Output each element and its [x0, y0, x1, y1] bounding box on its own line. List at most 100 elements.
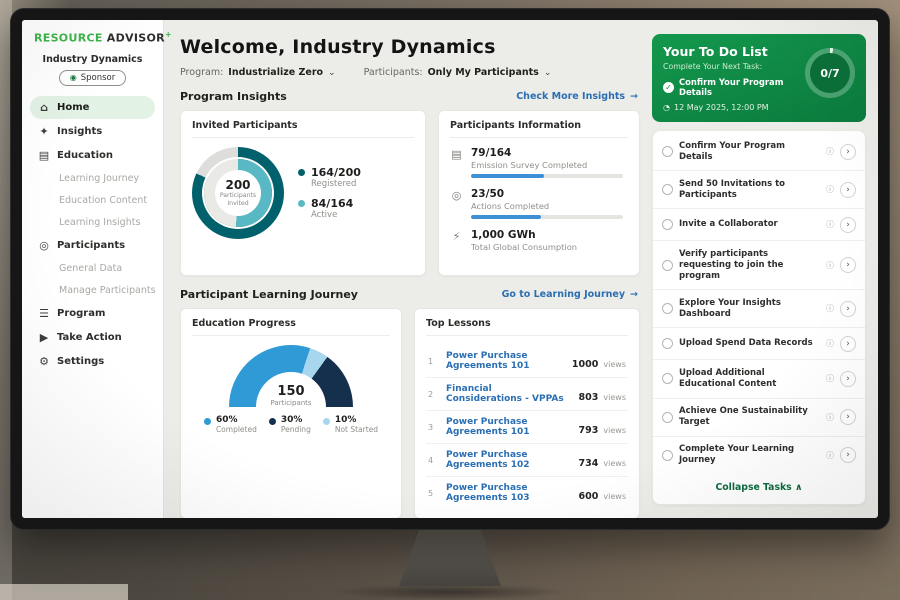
lesson-rank: 5: [428, 488, 434, 498]
dashboard-screen: RESOURCE ADVISOR+ Industry Dynamics ◉ Sp…: [22, 20, 878, 518]
chevron-right-icon[interactable]: ›: [840, 181, 856, 198]
task-row[interactable]: Achieve One Sustainability Target ⓘ ›: [653, 399, 865, 437]
lesson-link[interactable]: Financial Considerations - VPPAs: [446, 384, 564, 404]
task-checkbox[interactable]: [662, 146, 673, 158]
chevron-right-icon[interactable]: ›: [840, 447, 856, 464]
chevron-right-icon[interactable]: ›: [840, 300, 856, 317]
info-icon[interactable]: ⓘ: [826, 220, 834, 230]
info-icon[interactable]: ⓘ: [826, 450, 834, 460]
info-icon[interactable]: ⓘ: [826, 185, 834, 195]
lesson-views: 1000 views: [571, 358, 626, 370]
sponsor-badge[interactable]: ◉ Sponsor: [58, 69, 127, 86]
task-checkbox[interactable]: [662, 338, 673, 350]
program-filter[interactable]: Program: Industrialize Zero ⌄: [180, 67, 336, 78]
sidebar-item-take-action[interactable]: ▶ Take Action: [39, 330, 122, 344]
actions-icon: ◎: [451, 189, 462, 202]
sidebar-item-settings[interactable]: ⚙ Settings: [39, 354, 105, 368]
lesson-row: 3 Power Purchase Agreements 101 793 view…: [426, 411, 628, 444]
todo-subtitle: Complete Your Next Task:: [663, 62, 763, 71]
lesson-views: 793 views: [578, 424, 626, 436]
sidebar-item-learning-insights[interactable]: Learning Insights: [59, 216, 141, 228]
registered-dot-icon: [298, 169, 305, 176]
gauge-legend: 60% Completed 30% Pending: [192, 415, 390, 434]
chevron-right-icon[interactable]: ›: [840, 257, 856, 274]
sidebar-item-manage-participants[interactable]: Manage Participants: [59, 284, 156, 296]
org-name: Industry Dynamics: [42, 53, 143, 65]
logo-plus: +: [164, 30, 172, 39]
chevron-right-icon[interactable]: ›: [840, 370, 856, 387]
lesson-row: 1 Power Purchase Agreements 101 1000 vie…: [426, 345, 628, 378]
lesson-link[interactable]: Power Purchase Agreements 103: [446, 483, 530, 503]
task-row[interactable]: Confirm Your Program Details ⓘ ›: [653, 133, 865, 172]
monitor-bezel: RESOURCE ADVISOR+ Industry Dynamics ◉ Sp…: [10, 8, 890, 530]
lesson-link[interactable]: Power Purchase Agreements 101: [446, 417, 530, 437]
chevron-down-icon: ⌄: [543, 67, 552, 78]
task-row[interactable]: Explore Your Insights Dashboard ⓘ ›: [653, 290, 865, 329]
legend-completed: 60% Completed: [203, 415, 257, 434]
chevron-right-icon[interactable]: ›: [840, 409, 856, 426]
education-progress-gauge: 150 Participants: [229, 345, 353, 407]
program-icon: ☰: [39, 306, 49, 320]
task-checkbox[interactable]: [662, 449, 673, 461]
task-row[interactable]: Complete Your Learning Journey ⓘ ›: [653, 437, 865, 474]
sidebar-item-learning-journey[interactable]: Learning Journey: [59, 172, 140, 184]
stand-shadow: [330, 584, 570, 600]
lesson-rank: 4: [428, 455, 434, 465]
task-checkbox[interactable]: [662, 373, 673, 385]
window-light-strip: [0, 0, 12, 600]
sidebar-item-general-data[interactable]: General Data: [59, 262, 123, 274]
task-row[interactable]: Upload Spend Data Records ⓘ ›: [653, 328, 865, 361]
task-checkbox[interactable]: [662, 259, 673, 271]
go-to-learning-journey-link[interactable]: Go to Learning Journey →: [501, 289, 638, 300]
sponsor-icon: ◉: [69, 73, 77, 83]
task-row[interactable]: Verify participants requesting to join t…: [653, 241, 865, 291]
active-dot-icon: [298, 200, 305, 207]
lesson-link[interactable]: Power Purchase Agreements 101: [446, 351, 530, 371]
completed-dot-icon: [203, 418, 211, 425]
task-row[interactable]: Send 50 Invitations to Participants ⓘ ›: [653, 171, 865, 210]
lesson-views: 600 views: [578, 490, 626, 502]
check-icon: ✓: [663, 81, 674, 93]
sidebar-item-education-content[interactable]: Education Content: [59, 194, 148, 206]
task-row[interactable]: Invite a Collaborator ⓘ ›: [653, 209, 865, 242]
insights-icon: ✦: [39, 124, 49, 138]
task-checkbox[interactable]: [662, 184, 673, 196]
task-checkbox[interactable]: [662, 219, 673, 231]
lesson-rank: 2: [428, 389, 434, 399]
todo-progress-ring: 0/7: [805, 48, 855, 98]
info-icon[interactable]: ⓘ: [826, 412, 834, 422]
participants-information-card: Participants Information ▤ 79/164 Emissi…: [438, 110, 640, 276]
task-checkbox[interactable]: [662, 411, 673, 423]
sidebar-item-insights[interactable]: ✦ Insights: [39, 124, 103, 138]
lesson-rank: 1: [428, 356, 434, 366]
chevron-right-icon[interactable]: ›: [840, 143, 856, 160]
info-icon[interactable]: ⓘ: [826, 260, 834, 270]
participants-filter[interactable]: Participants: Only My Participants ⌄: [363, 67, 552, 78]
filters-row: Program: Industrialize Zero ⌄ Participan…: [180, 67, 640, 78]
todo-next-task[interactable]: ✓ Confirm Your Program Details: [663, 77, 797, 97]
todo-due-date: ◔ 12 May 2025, 12:00 PM: [663, 103, 769, 112]
donut-center: 200 Participants Invited: [215, 170, 261, 216]
sidebar-item-program[interactable]: ☰ Program: [39, 306, 106, 320]
sidebar-item-participants[interactable]: ◎ Participants: [39, 238, 126, 252]
recent-news-header: Recent News: [654, 517, 866, 518]
section-title-learning-journey: Participant Learning Journey: [180, 288, 358, 301]
collapse-tasks-link[interactable]: Collapse Tasks ∧: [715, 481, 803, 493]
page-title: Welcome, Industry Dynamics: [180, 36, 496, 58]
monitor-stand: [399, 529, 501, 586]
lesson-link[interactable]: Power Purchase Agreements 102: [446, 450, 530, 470]
task-row[interactable]: Upload Additional Educational Content ⓘ …: [653, 360, 865, 399]
info-icon[interactable]: ⓘ: [826, 304, 834, 314]
chevron-right-icon[interactable]: ›: [840, 335, 856, 352]
task-checkbox[interactable]: [662, 303, 673, 315]
sidebar-item-education[interactable]: ▤ Education: [38, 148, 113, 162]
invited-participants-donut: 200 Participants Invited: [192, 147, 284, 239]
check-more-insights-link[interactable]: Check More Insights →: [516, 91, 638, 102]
info-icon[interactable]: ⓘ: [826, 339, 834, 349]
chevron-right-icon[interactable]: ›: [840, 216, 856, 233]
sidebar-item-home[interactable]: ⌂ Home: [30, 95, 155, 119]
todo-panel: Your To Do List Complete Your Next Task:…: [652, 20, 878, 518]
info-icon[interactable]: ⓘ: [826, 374, 834, 384]
info-icon[interactable]: ⓘ: [826, 147, 834, 157]
sponsor-label: Sponsor: [80, 72, 116, 83]
